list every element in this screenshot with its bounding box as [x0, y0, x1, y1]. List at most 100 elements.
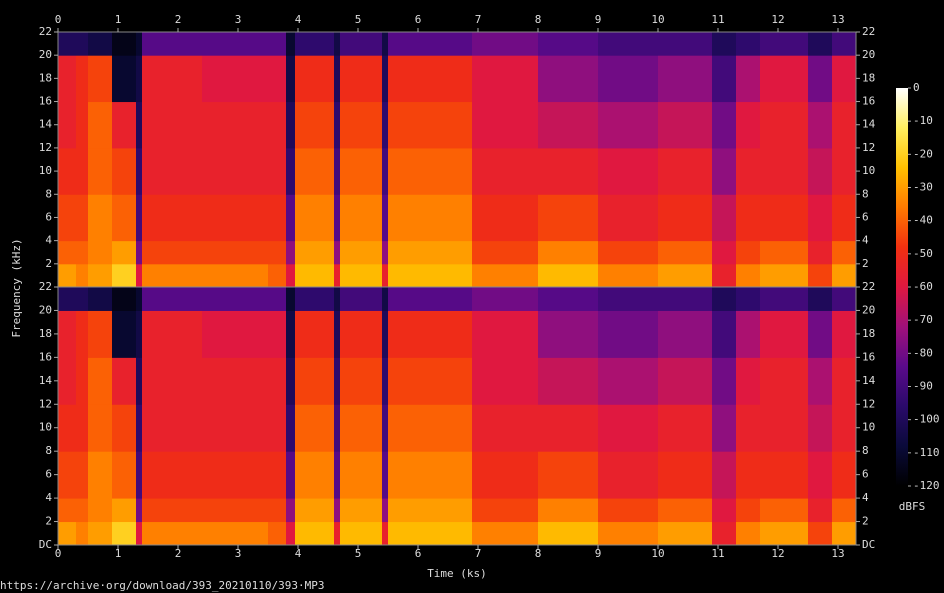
- y-tick-label: 14: [39, 118, 53, 131]
- spectrogram-cell: [760, 498, 809, 523]
- spectrogram-cell: [334, 310, 341, 358]
- colorbar-tick-label: 0: [913, 81, 920, 94]
- spectrogram-cell: [58, 263, 77, 288]
- y-tick-label: 16: [39, 350, 52, 363]
- x-tick-label: 13: [831, 13, 844, 26]
- spectrogram-cell: [760, 357, 809, 405]
- spectrogram-cell: [286, 404, 296, 452]
- spectrogram-cell: [736, 101, 761, 149]
- spectrogram-cell: [658, 287, 713, 311]
- spectrogram-cell: [58, 451, 77, 499]
- spectrogram-cell: [598, 498, 659, 523]
- spectrogram-cell: [202, 194, 269, 242]
- spectrogram-cell: [598, 404, 659, 452]
- spectrogram-cell: [295, 357, 335, 405]
- spectrogram-cell: [76, 194, 89, 242]
- spectrogram-cell: [334, 101, 341, 149]
- spectrogram-cell: [136, 404, 143, 452]
- spectrogram-cell: [142, 451, 203, 499]
- x-tick-label: 6: [415, 13, 422, 26]
- spectrogram-cell: [388, 357, 473, 405]
- spectrogram-cell: [382, 310, 389, 358]
- spectrogram-cell: [388, 404, 473, 452]
- spectrogram-cell: [736, 194, 761, 242]
- spectrogram-cell: [295, 263, 335, 288]
- spectrogram-cell: [736, 310, 761, 358]
- y-tick-label: 12: [39, 141, 52, 154]
- spectrogram-cell: [286, 194, 296, 242]
- spectrogram-cell: [58, 521, 77, 546]
- spectrogram-cell: [268, 521, 287, 546]
- spectrogram-cell: [334, 240, 341, 265]
- spectrogram-cell: [58, 101, 77, 149]
- spectrogram-cell: [142, 521, 203, 546]
- spectrogram-cell: [472, 404, 539, 452]
- spectrogram-cell: [202, 147, 269, 195]
- spectrogram-cell: [808, 521, 833, 546]
- x-tick-label: 6: [415, 547, 422, 560]
- y-tick-label: 6: [862, 210, 869, 223]
- x-tick-label: 7: [475, 13, 482, 26]
- y-tick-label: 22: [862, 25, 875, 38]
- spectrogram-cell: [598, 101, 659, 149]
- spectrogram-cell: [388, 498, 473, 523]
- spectrogram-cell: [136, 263, 143, 288]
- spectrogram-cell: [736, 263, 761, 288]
- spectrogram-cell: [136, 194, 143, 242]
- y-tick-label: 10: [862, 421, 875, 434]
- spectrogram-cell: [76, 310, 89, 358]
- spectrogram-cell: [472, 287, 539, 311]
- x-tick-label: 12: [771, 547, 784, 560]
- spectrogram-cell: [268, 287, 287, 311]
- spectrogram-cell: [268, 263, 287, 288]
- y-tick-label: 14: [39, 374, 53, 387]
- colorbar-tick-label: -40: [913, 214, 933, 227]
- spectrogram-cell: [832, 194, 857, 242]
- spectrogram-cell: [832, 263, 857, 288]
- spectrogram-cell: [658, 521, 713, 546]
- spectrogram-cell: [334, 32, 341, 56]
- spectrogram-cell: [334, 147, 341, 195]
- y-tick-label: 8: [45, 187, 52, 200]
- x-tick-label: 10: [651, 13, 664, 26]
- spectrogram-cell: [295, 55, 335, 103]
- spectrogram-cell: [340, 55, 383, 103]
- spectrogram-cell: [334, 287, 341, 311]
- spectrogram-cell: [76, 287, 89, 311]
- y-tick-label: 2: [862, 515, 869, 528]
- x-tick-label: 7: [475, 547, 482, 560]
- colorbar-tick-label: -110: [913, 446, 940, 459]
- spectrogram-cell: [76, 404, 89, 452]
- spectrogram-cell: [76, 32, 89, 56]
- spectrogram-cell: [268, 451, 287, 499]
- spectrogram-cell: [712, 357, 737, 405]
- spectrogram-cell: [58, 310, 77, 358]
- y-tick-label: 10: [39, 421, 52, 434]
- spectrogram-cell: [472, 310, 539, 358]
- spectrogram-cell: [202, 101, 269, 149]
- spectrogram-cell: [340, 451, 383, 499]
- colorbar-tick-label: -20: [913, 147, 933, 160]
- spectrogram-cell: [340, 240, 383, 265]
- spectrogram-cell: [808, 194, 833, 242]
- spectrogram-cell: [388, 310, 473, 358]
- y-tick-label: 14: [862, 118, 876, 131]
- spectrogram-cell: [88, 357, 113, 405]
- spectrogram-cell: [268, 32, 287, 56]
- spectrogram-cell: [295, 310, 335, 358]
- spectrogram-cell: [538, 404, 599, 452]
- y-tick-label: 4: [45, 234, 52, 247]
- spectrogram-cell: [142, 55, 203, 103]
- y-tick-label: 12: [862, 397, 875, 410]
- spectrogram-cell: [712, 287, 737, 311]
- spectrogram-cell: [658, 55, 713, 103]
- spectrogram-cell: [598, 263, 659, 288]
- spectrogram-cell: [295, 194, 335, 242]
- spectrogram-cell: [112, 498, 137, 523]
- spectrogram-cell: [808, 101, 833, 149]
- spectrogram-cell: [712, 55, 737, 103]
- spectrogram-cell: [202, 55, 269, 103]
- spectrogram-cell: [142, 101, 203, 149]
- x-tick-label: 3: [235, 547, 242, 560]
